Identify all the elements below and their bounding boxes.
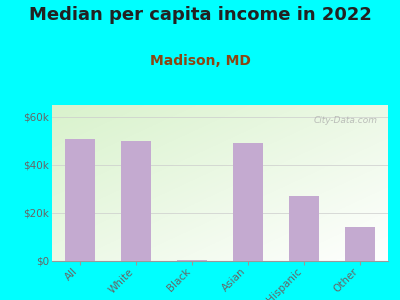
Text: Median per capita income in 2022: Median per capita income in 2022	[28, 6, 372, 24]
Bar	[289, 196, 320, 261]
Text: City-Data.com: City-Data.com	[314, 116, 378, 125]
Bar	[177, 260, 208, 261]
Bar	[64, 139, 96, 261]
Bar	[121, 141, 151, 261]
Text: Madison, MD: Madison, MD	[150, 54, 250, 68]
Bar	[344, 227, 375, 261]
Bar	[233, 143, 264, 261]
